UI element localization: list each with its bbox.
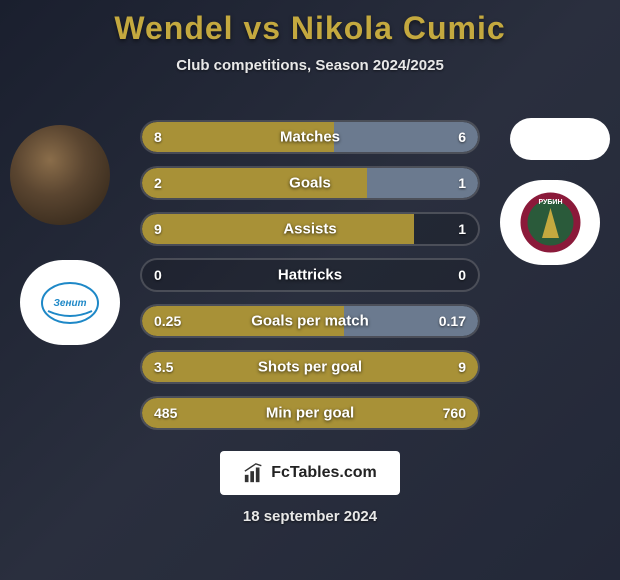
stat-label: Shots per goal: [258, 359, 362, 376]
zenit-logo-icon: Зенит: [40, 273, 100, 333]
stat-row: 9 1 Assists: [140, 212, 480, 246]
player2-photo: [510, 118, 610, 160]
stat-value-right: 0: [458, 267, 466, 283]
stat-fill-right: [334, 122, 478, 152]
stat-fill-left: [142, 168, 367, 198]
club-logo-right: РУБИН: [500, 180, 600, 265]
branding-badge: FcTables.com: [220, 451, 400, 495]
branding-text: FcTables.com: [271, 464, 377, 482]
stat-value-right: 1: [458, 175, 466, 191]
stat-value-left: 9: [154, 221, 162, 237]
player1-name: Wendel: [114, 10, 233, 46]
comparison-title: Wendel vs Nikola Cumic: [0, 0, 620, 47]
stat-label: Min per goal: [266, 405, 354, 422]
stat-value-right: 760: [443, 405, 466, 421]
stat-label: Matches: [280, 129, 340, 146]
player2-name: Nikola Cumic: [291, 10, 506, 46]
stat-fill-left: [142, 214, 414, 244]
stat-value-left: 3.5: [154, 359, 173, 375]
stat-value-left: 2: [154, 175, 162, 191]
date-text: 18 september 2024: [243, 508, 377, 525]
stat-value-right: 9: [458, 359, 466, 375]
stat-value-right: 6: [458, 129, 466, 145]
stat-row: 3.5 9 Shots per goal: [140, 350, 480, 384]
stat-row: 0 0 Hattricks: [140, 258, 480, 292]
stat-label: Goals per match: [251, 313, 369, 330]
stat-row: 2 1 Goals: [140, 166, 480, 200]
stat-row: 0.25 0.17 Goals per match: [140, 304, 480, 338]
svg-text:РУБИН: РУБИН: [538, 199, 562, 206]
player1-photo: [10, 125, 110, 225]
vs-text: vs: [243, 10, 281, 46]
stat-value-right: 1: [458, 221, 466, 237]
chart-icon: [243, 462, 265, 484]
stat-label: Assists: [283, 221, 336, 238]
stat-value-left: 485: [154, 405, 177, 421]
stats-container: 8 6 Matches 2 1 Goals 9 1 Assists 0 0 Hattricks 0.25…: [140, 120, 480, 442]
rubin-logo-icon: РУБИН: [518, 190, 583, 255]
stat-label: Hattricks: [278, 267, 342, 284]
subtitle: Club competitions, Season 2024/2025: [0, 57, 620, 74]
svg-text:Зенит: Зенит: [53, 298, 86, 309]
stat-value-right: 0.17: [439, 313, 466, 329]
stat-value-left: 0: [154, 267, 162, 283]
stat-value-left: 8: [154, 129, 162, 145]
stat-value-left: 0.25: [154, 313, 181, 329]
club-logo-left: Зенит: [20, 260, 120, 345]
stat-label: Goals: [289, 175, 331, 192]
stat-row: 485 760 Min per goal: [140, 396, 480, 430]
stat-row: 8 6 Matches: [140, 120, 480, 154]
